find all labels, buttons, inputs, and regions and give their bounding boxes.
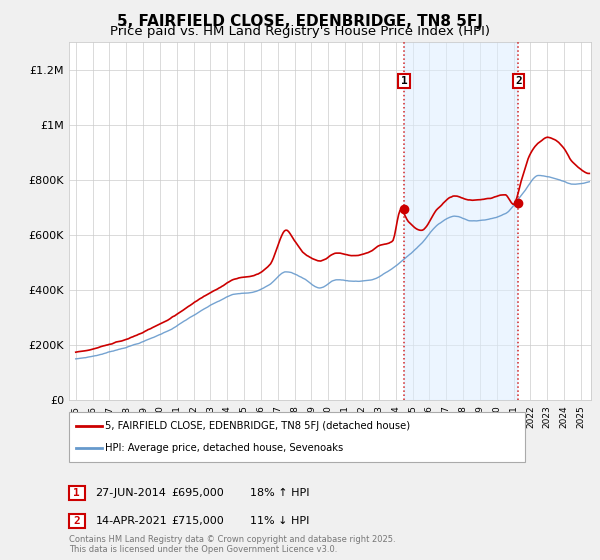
Text: 2: 2 (73, 516, 80, 526)
Text: 18% ↑ HPI: 18% ↑ HPI (250, 488, 309, 498)
Text: 2: 2 (515, 76, 521, 86)
Text: HPI: Average price, detached house, Sevenoaks: HPI: Average price, detached house, Seve… (105, 443, 343, 453)
Text: £695,000: £695,000 (172, 488, 224, 498)
Text: 11% ↓ HPI: 11% ↓ HPI (250, 516, 309, 526)
Text: 5, FAIRFIELD CLOSE, EDENBRIDGE, TN8 5FJ: 5, FAIRFIELD CLOSE, EDENBRIDGE, TN8 5FJ (117, 14, 483, 29)
Text: £715,000: £715,000 (172, 516, 224, 526)
Text: 5, FAIRFIELD CLOSE, EDENBRIDGE, TN8 5FJ (detached house): 5, FAIRFIELD CLOSE, EDENBRIDGE, TN8 5FJ … (105, 421, 410, 431)
Text: 1: 1 (73, 488, 80, 498)
Text: Price paid vs. HM Land Registry's House Price Index (HPI): Price paid vs. HM Land Registry's House … (110, 25, 490, 38)
Text: 1: 1 (401, 76, 407, 86)
Text: 27-JUN-2014: 27-JUN-2014 (95, 488, 166, 498)
Text: 14-APR-2021: 14-APR-2021 (95, 516, 167, 526)
Text: Contains HM Land Registry data © Crown copyright and database right 2025.
This d: Contains HM Land Registry data © Crown c… (69, 535, 395, 554)
